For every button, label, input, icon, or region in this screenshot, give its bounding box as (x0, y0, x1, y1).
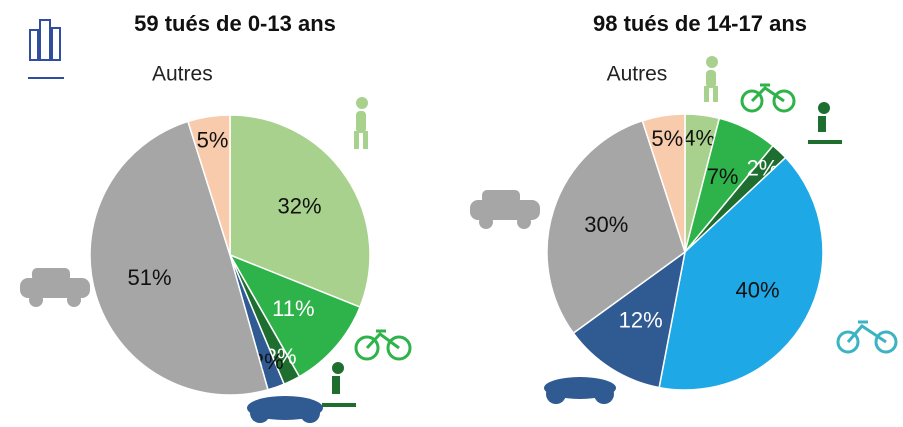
pie-slice (572, 250, 687, 389)
value-label: 32% (278, 194, 322, 219)
value-label: 51% (127, 265, 171, 290)
value-label: 40% (736, 278, 780, 303)
value-label: 7% (707, 164, 739, 189)
pie-slice (89, 120, 269, 396)
value-label: 4% (683, 126, 715, 151)
chart-title: 98 tués de 14-17 ans (593, 11, 807, 36)
value-label: 5% (651, 126, 683, 151)
pie-slice (228, 253, 361, 378)
value-label: 5% (197, 127, 229, 152)
value-label: 12% (619, 308, 663, 333)
pie-slice (187, 114, 231, 256)
category-label: Autres (152, 63, 213, 86)
logo (28, 19, 64, 79)
pie-slice (658, 156, 824, 391)
value-label: 11% (272, 296, 314, 321)
pie-slice (229, 114, 371, 309)
pie-slice (641, 113, 686, 253)
category-label: Autres (607, 62, 668, 85)
pie-slice (546, 119, 686, 335)
value-label: 30% (584, 212, 628, 237)
icons (20, 56, 898, 423)
chart-title: 59 tués de 0-13 ans (134, 11, 336, 36)
